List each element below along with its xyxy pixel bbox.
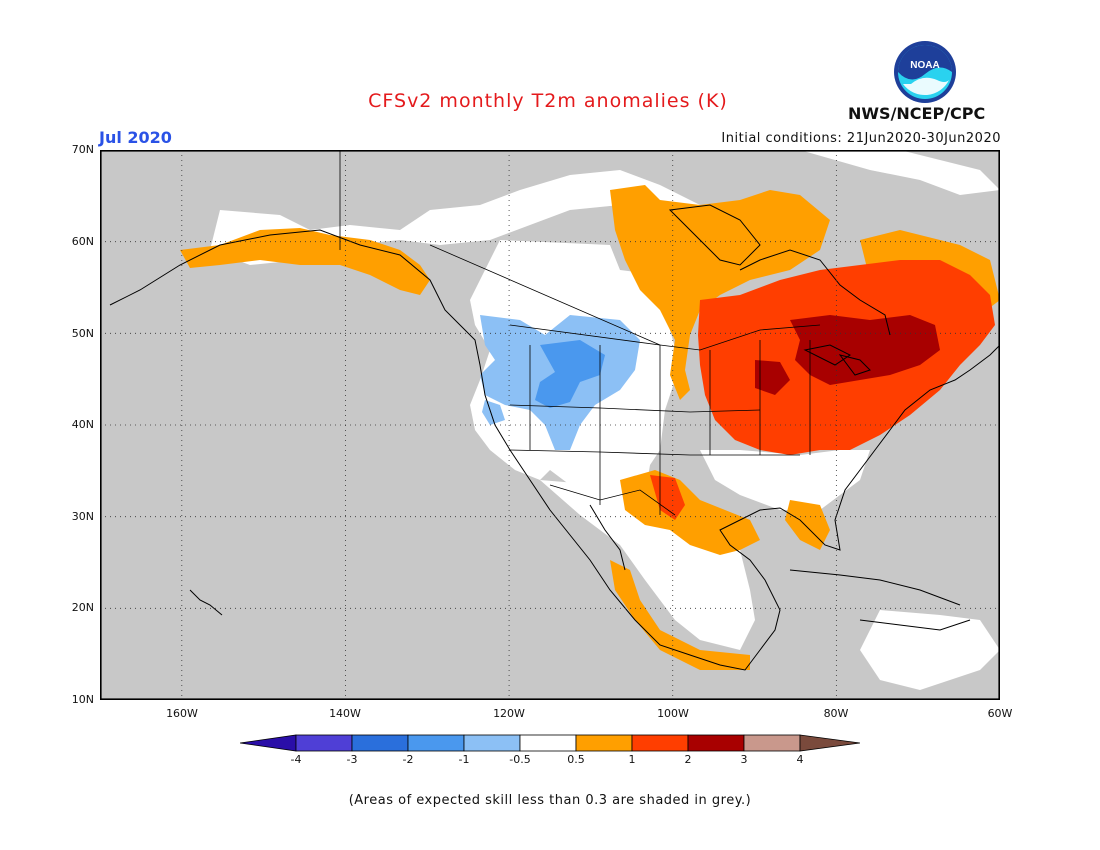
lat-label-70n: 70N — [71, 143, 94, 156]
coastlines — [109, 204, 1000, 671]
noaa-logo: NOAA — [894, 41, 956, 103]
colorbar-label-1: 1 — [628, 753, 636, 766]
colorbar-swatch-neg4-neg3 — [295, 734, 353, 752]
lon-label-120w: 120W — [493, 707, 525, 720]
neutral-region-arctic — [800, 150, 1000, 195]
lon-label-80w: 80W — [823, 707, 849, 720]
warm-region-canada-shield — [610, 185, 830, 400]
logo-text: NOAA — [910, 60, 939, 71]
anomaly-map — [100, 150, 1000, 700]
lat-label-40n: 40N — [71, 418, 94, 431]
lat-label-50n: 50N — [71, 327, 94, 340]
colorbar-swatch-3-4 — [743, 734, 801, 752]
cool-region-medium — [535, 340, 605, 408]
colorbar — [240, 734, 860, 752]
colorbar-label-neg3: -3 — [346, 753, 358, 766]
colorbar-label-05: 0.5 — [567, 753, 585, 766]
colorbar-swatch-2-3 — [687, 734, 745, 752]
map-frame — [100, 150, 1000, 700]
skill-footnote: (Areas of expected skill less than 0.3 a… — [348, 793, 752, 808]
chart-title: CFSv2 monthly T2m anomalies (K) — [368, 90, 728, 112]
colorbar-swatch-lt-neg4 — [240, 734, 297, 752]
colorbar-label-neg2: -2 — [402, 753, 414, 766]
colorbar-label-3: 3 — [740, 753, 748, 766]
lon-label-100w: 100W — [657, 707, 689, 720]
warm-region-alaska — [180, 228, 430, 295]
colorbar-label-neg4: -4 — [290, 753, 302, 766]
lat-label-10n: 10N — [71, 693, 94, 706]
colorbar-label-4: 4 — [796, 753, 804, 766]
lat-label-20n: 20N — [71, 601, 94, 614]
warm-region-dark-great-lakes — [790, 315, 940, 385]
colorbar-swatch-1-2 — [631, 734, 689, 752]
colorbar-swatch-neg1-neg05 — [463, 734, 521, 752]
warm-region-dark-minnesota — [755, 360, 790, 395]
colorbar-swatch-gt-4 — [799, 734, 860, 752]
neutral-region-southeast — [700, 450, 870, 510]
organization-label: NWS/NCEP/CPC — [848, 104, 986, 123]
lon-label-60w: 60W — [987, 707, 1013, 720]
graticule — [100, 150, 1000, 700]
lon-label-160w: 160W — [166, 707, 198, 720]
political-boundaries — [339, 150, 821, 516]
warm-region-mexico-coast — [610, 560, 750, 670]
colorbar-swatch-neg3-neg2 — [351, 734, 409, 752]
lat-label-60n: 60N — [71, 235, 94, 248]
colorbar-label-neg05: -0.5 — [509, 753, 531, 766]
colorbar-swatch-neg2-neg1 — [407, 734, 465, 752]
colorbar-swatch-05-1 — [575, 734, 633, 752]
lat-label-30n: 30N — [71, 510, 94, 523]
warm-region-florida — [785, 500, 830, 550]
warm-region-texas — [650, 475, 685, 520]
initial-conditions: Initial conditions: 21Jun2020-30Jun2020 — [721, 131, 1001, 146]
cool-region-light-2 — [482, 400, 505, 425]
forecast-month: Jul 2020 — [99, 128, 172, 147]
colorbar-swatch-neutral — [519, 734, 577, 752]
colorbar-label-neg1: -1 — [458, 753, 470, 766]
lon-label-140w: 140W — [329, 707, 361, 720]
neutral-region-mexico — [540, 480, 755, 650]
colorbar-label-2: 2 — [684, 753, 692, 766]
neutral-region-caribbean — [860, 610, 1000, 690]
